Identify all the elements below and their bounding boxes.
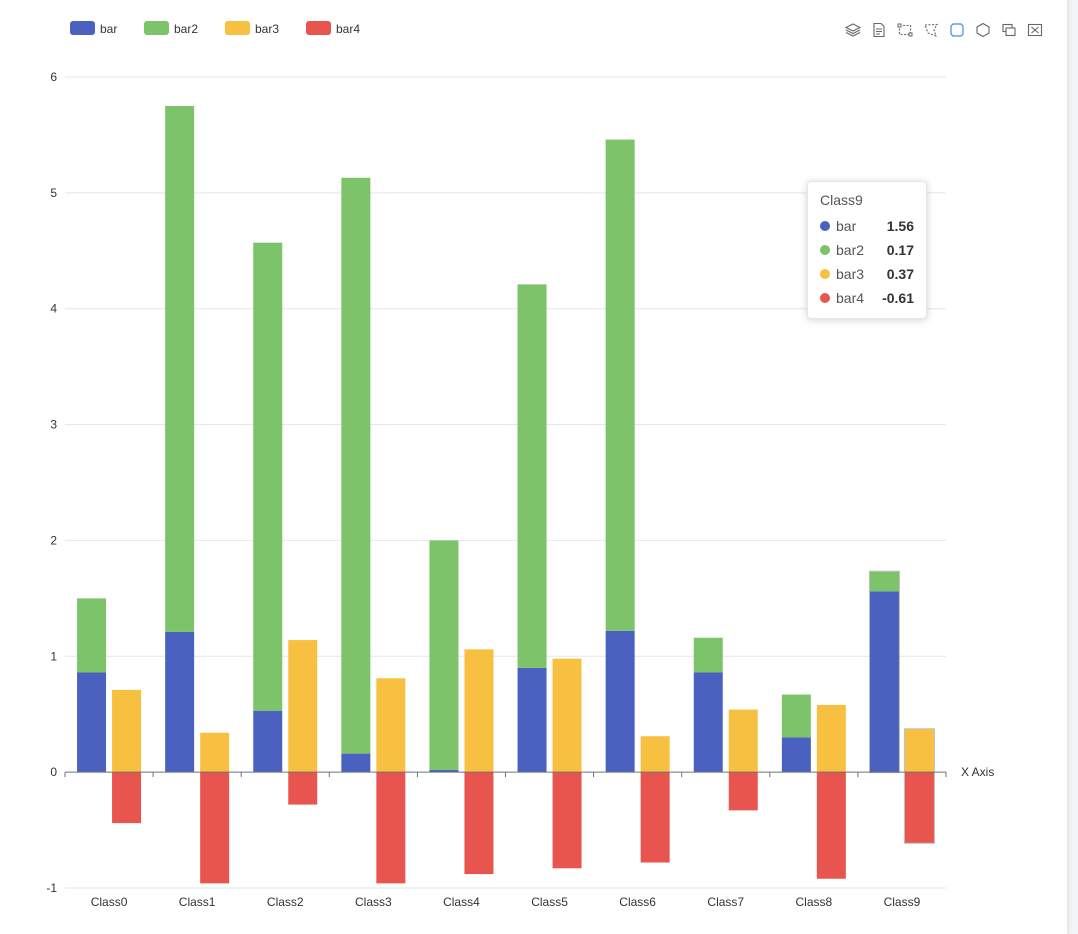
tooltip-series-value: 0.17 bbox=[886, 242, 914, 258]
tooltip-row: bar3 0.37 bbox=[820, 262, 914, 286]
tooltip-row: bar4 -0.61 bbox=[820, 286, 914, 310]
bar-bar4-Class1[interactable] bbox=[200, 772, 230, 884]
bar-bar3-Class3[interactable] bbox=[376, 678, 406, 773]
x-tick-label: Class6 bbox=[619, 895, 656, 909]
x-tick-label: Class4 bbox=[443, 895, 480, 909]
bar-bar2-Class6[interactable] bbox=[605, 139, 635, 631]
y-tick-label: 6 bbox=[50, 70, 57, 84]
y-tick-label: 5 bbox=[50, 186, 57, 200]
tooltip-title: Class9 bbox=[820, 192, 863, 208]
bar-bar4-Class0[interactable] bbox=[112, 772, 142, 824]
bar-bar4-Class2[interactable] bbox=[288, 772, 318, 805]
legend-swatch[interactable] bbox=[70, 21, 95, 35]
bar-bar2-Class8[interactable] bbox=[781, 694, 811, 738]
bar-bar4-Class5[interactable] bbox=[552, 772, 582, 869]
tooltip-series-value: -0.61 bbox=[882, 290, 914, 306]
y-tick-label: 2 bbox=[50, 533, 57, 547]
series-dot-icon bbox=[820, 221, 830, 231]
legend-item-bar[interactable]: bar bbox=[100, 22, 117, 36]
y-tick-label: 4 bbox=[50, 302, 57, 316]
bar-bar3-Class7[interactable] bbox=[728, 709, 758, 773]
bar-bar3-Class5[interactable] bbox=[552, 658, 582, 773]
y-tick-label: 3 bbox=[50, 418, 57, 432]
x-tick-label: Class9 bbox=[884, 895, 921, 909]
bar-bar2-Class2[interactable] bbox=[253, 242, 283, 711]
tooltip-series-value: 0.37 bbox=[886, 266, 914, 282]
polygon-brush-icon[interactable] bbox=[975, 22, 991, 38]
bar-bar3-Class8[interactable] bbox=[816, 704, 846, 773]
bar-bar-Class0[interactable] bbox=[77, 672, 107, 773]
bar-bar4-Class4[interactable] bbox=[464, 772, 494, 875]
bar-bar3-Class2[interactable] bbox=[288, 640, 318, 773]
bar-bar2-Class0[interactable] bbox=[77, 598, 107, 673]
zoom-select-icon[interactable] bbox=[897, 22, 913, 38]
clear-selection-icon[interactable] bbox=[1027, 22, 1043, 38]
bar-bar-Class4[interactable] bbox=[429, 769, 459, 773]
bar-bar4-Class9[interactable] bbox=[904, 772, 934, 843]
x-tick-label: Class1 bbox=[179, 895, 216, 909]
tooltip-row: bar 1.56 bbox=[820, 214, 914, 238]
bar-bar2-Class1[interactable] bbox=[165, 105, 195, 632]
bar-bar-Class8[interactable] bbox=[781, 737, 811, 773]
series-dot-icon bbox=[820, 293, 830, 303]
legend-item-bar4[interactable]: bar4 bbox=[336, 22, 360, 36]
bar-bar3-Class9[interactable] bbox=[904, 729, 934, 773]
bar-bar4-Class3[interactable] bbox=[376, 772, 406, 884]
legend-item-bar3[interactable]: bar3 bbox=[255, 22, 279, 36]
bar-bar3-Class6[interactable] bbox=[640, 736, 670, 773]
bar-bar4-Class8[interactable] bbox=[816, 772, 846, 879]
chart-toolbox bbox=[845, 22, 1043, 38]
x-tick-label: Class3 bbox=[355, 895, 392, 909]
bar-bar-Class9[interactable] bbox=[869, 591, 899, 773]
tooltip-series-name: bar2 bbox=[836, 242, 865, 258]
legend-item-bar2[interactable]: bar2 bbox=[174, 22, 198, 36]
legend-swatch[interactable] bbox=[225, 21, 250, 35]
hover-outline bbox=[903, 728, 935, 844]
series-dot-icon bbox=[820, 245, 830, 255]
tooltip-series-value: 1.56 bbox=[886, 218, 914, 234]
tooltip: Class9 bar 1.56 bar2 0.17 bar3 0.37 bar4… bbox=[807, 181, 927, 319]
bar-bar-Class3[interactable] bbox=[341, 753, 371, 773]
legend-swatch[interactable] bbox=[306, 21, 331, 35]
bar-bar4-Class6[interactable] bbox=[640, 772, 670, 863]
bar-bar-Class7[interactable] bbox=[693, 672, 723, 773]
bar-bar3-Class1[interactable] bbox=[200, 732, 230, 773]
bar-bar2-Class9[interactable] bbox=[869, 571, 899, 592]
bar-bar3-Class0[interactable] bbox=[112, 689, 142, 773]
tooltip-series-name: bar4 bbox=[836, 290, 865, 306]
tooltip-series-name: bar bbox=[836, 218, 857, 234]
rect-brush-icon[interactable] bbox=[949, 22, 965, 38]
bar-bar-Class1[interactable] bbox=[165, 631, 195, 773]
tooltip-row: bar2 0.17 bbox=[820, 238, 914, 262]
bar-bar2-Class3[interactable] bbox=[341, 177, 371, 754]
lasso-select-icon[interactable] bbox=[923, 22, 939, 38]
stack-icon[interactable] bbox=[845, 22, 861, 38]
bar-bar2-Class5[interactable] bbox=[517, 284, 547, 668]
bar-bar-Class5[interactable] bbox=[517, 667, 547, 773]
x-tick-label: Class0 bbox=[91, 895, 128, 909]
tooltip-series-name: bar3 bbox=[836, 266, 865, 282]
bar-bar2-Class4[interactable] bbox=[429, 540, 459, 770]
keep-selection-icon[interactable] bbox=[1001, 22, 1017, 38]
y-tick-label: 0 bbox=[50, 765, 57, 779]
legend-swatch[interactable] bbox=[144, 21, 169, 35]
bar-bar-Class2[interactable] bbox=[253, 710, 283, 773]
bar-bar3-Class4[interactable] bbox=[464, 649, 494, 773]
x-tick-label: Class5 bbox=[531, 895, 568, 909]
y-tick-label: 1 bbox=[50, 649, 57, 663]
x-tick-label: Class8 bbox=[796, 895, 833, 909]
data-view-icon[interactable] bbox=[871, 22, 887, 38]
bar-bar-Class6[interactable] bbox=[605, 630, 635, 773]
bar-bar4-Class7[interactable] bbox=[728, 772, 758, 811]
bar-bar2-Class7[interactable] bbox=[693, 637, 723, 673]
x-tick-label: Class7 bbox=[707, 895, 744, 909]
y-tick-label: -1 bbox=[46, 881, 57, 895]
series-dot-icon bbox=[820, 269, 830, 279]
x-tick-label: Class2 bbox=[267, 895, 304, 909]
x-axis-title: X Axis bbox=[961, 765, 994, 779]
